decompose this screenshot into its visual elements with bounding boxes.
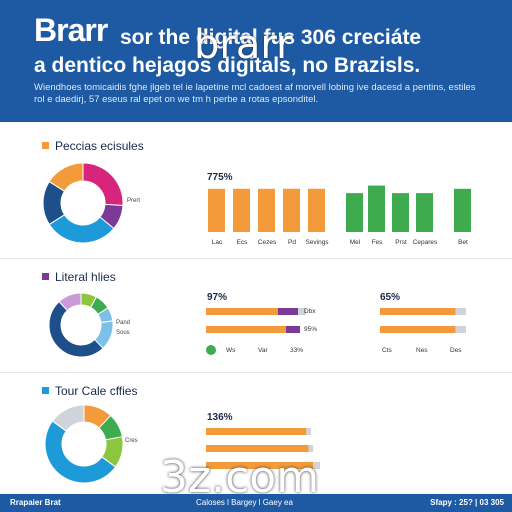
legend-entry: Cts: [382, 347, 392, 354]
bar-category-label: Bet: [458, 239, 468, 246]
section-2-heading: Literal hlies: [42, 270, 116, 284]
hbar-4-value: 136%: [207, 412, 233, 423]
bar-category-label: Fes: [371, 239, 383, 246]
legend-entry: Var: [258, 347, 268, 354]
donut-1-label: Prert: [127, 198, 141, 204]
hbar-segment: [308, 445, 314, 452]
bar-category-label: Sevings: [305, 239, 329, 246]
hbar-segment: [206, 308, 278, 315]
bar-category-label: Cepares: [412, 239, 438, 246]
donut-2-label2: Sous: [116, 330, 130, 336]
hbar-tail-label: 95%: [304, 326, 318, 333]
title-line2: a dentico hejagos digitals, no Brazisls.: [34, 54, 421, 77]
bar: [454, 188, 471, 232]
bar-category-label: Lac: [211, 239, 223, 246]
divider-2: [0, 372, 512, 373]
hbar-segment: [206, 326, 286, 333]
title-rest: sor the digital fus 306 creciáte: [120, 26, 422, 49]
bar-category-label: Ecs: [236, 239, 248, 246]
bar: [308, 188, 325, 232]
bar-category-label: Cezes: [257, 239, 277, 246]
hbar-segment: [206, 428, 307, 435]
hbar-segment: [298, 308, 306, 315]
bar-chart-ylabel: 775%: [207, 172, 233, 183]
title-brand: Brarr: [34, 12, 108, 48]
donut-slice: [44, 420, 117, 484]
bar-category-label: Mel: [349, 239, 361, 246]
donut-chart-3: [44, 404, 124, 484]
donut-slice: [58, 292, 82, 312]
divider-1: [0, 258, 512, 259]
bar: [233, 188, 250, 232]
hbar-segment: [206, 462, 314, 469]
watermark-top: brarr: [194, 22, 293, 68]
section-2-title: Literal hlies: [55, 270, 116, 284]
hbar-tail-label: Dbx: [304, 308, 316, 315]
donut-chart-2: [48, 292, 114, 358]
legend-dot: [206, 345, 216, 355]
section-1-marker: [42, 142, 49, 149]
donut-chart-1: [42, 162, 124, 244]
hbar-segment: [455, 308, 466, 315]
bar: [368, 185, 385, 232]
bar-category-label: Prst: [395, 239, 407, 246]
donut-slice: [82, 162, 124, 207]
hbar-segment: [313, 462, 320, 469]
footer-right: Sfapy : 25? | 03 305: [430, 498, 504, 507]
section-3-title: Tour Cale cffies: [55, 384, 138, 398]
bar: [283, 188, 300, 232]
hbar-segment: [455, 326, 466, 333]
footer-middle: Caloses l Bargey l Gaey ea: [196, 498, 293, 507]
donut-slice: [48, 162, 84, 192]
hbar-segment: [306, 428, 311, 435]
legend-entry: Des: [450, 347, 462, 354]
legend-entry: Ws: [226, 347, 236, 354]
donut-2-label: Pand: [116, 320, 131, 326]
footer-bar: Rrapaier Brat Caloses l Bargey l Gaey ea…: [0, 494, 512, 512]
subtitle: Wiendhoes tomicaidis fghe jlgeb tel ie l…: [34, 82, 476, 105]
hbar-chart-2: [206, 308, 306, 333]
hbar-segment: [278, 308, 298, 315]
hbar-segment: [380, 308, 456, 315]
bar: [258, 188, 275, 232]
bar: [208, 188, 225, 232]
hbar-segment: [380, 326, 456, 333]
section-3-marker: [42, 387, 49, 394]
bar-chart-1: [208, 185, 471, 232]
footer-left: Rrapaier Brat: [10, 498, 61, 507]
bar: [416, 193, 433, 232]
donut-3-label: Cres: [125, 438, 138, 444]
hbar-2-value: 97%: [207, 292, 228, 303]
section-3-heading: Tour Cale cffies: [42, 384, 137, 398]
donut-slice: [48, 300, 104, 358]
hbar-segment: [286, 326, 300, 333]
hbar-chart-3: [380, 308, 466, 333]
hbar-3-value: 65%: [380, 292, 401, 303]
legend-entry: 33%: [290, 347, 304, 354]
section-2-marker: [42, 273, 49, 280]
bar-category-label: Pd: [288, 239, 296, 246]
bar: [392, 193, 409, 232]
donut-slice: [51, 404, 85, 432]
legend-entry: Nes: [416, 347, 428, 354]
hbar-chart-4: [206, 428, 320, 469]
section-1-heading: Peccias ecisules: [42, 139, 144, 153]
bar: [346, 193, 363, 232]
section-1-title: Peccias ecisules: [55, 139, 144, 153]
hbar-segment: [206, 445, 309, 452]
header-banner: Brarr sor the digital fus 306 creciáte a…: [0, 0, 512, 122]
